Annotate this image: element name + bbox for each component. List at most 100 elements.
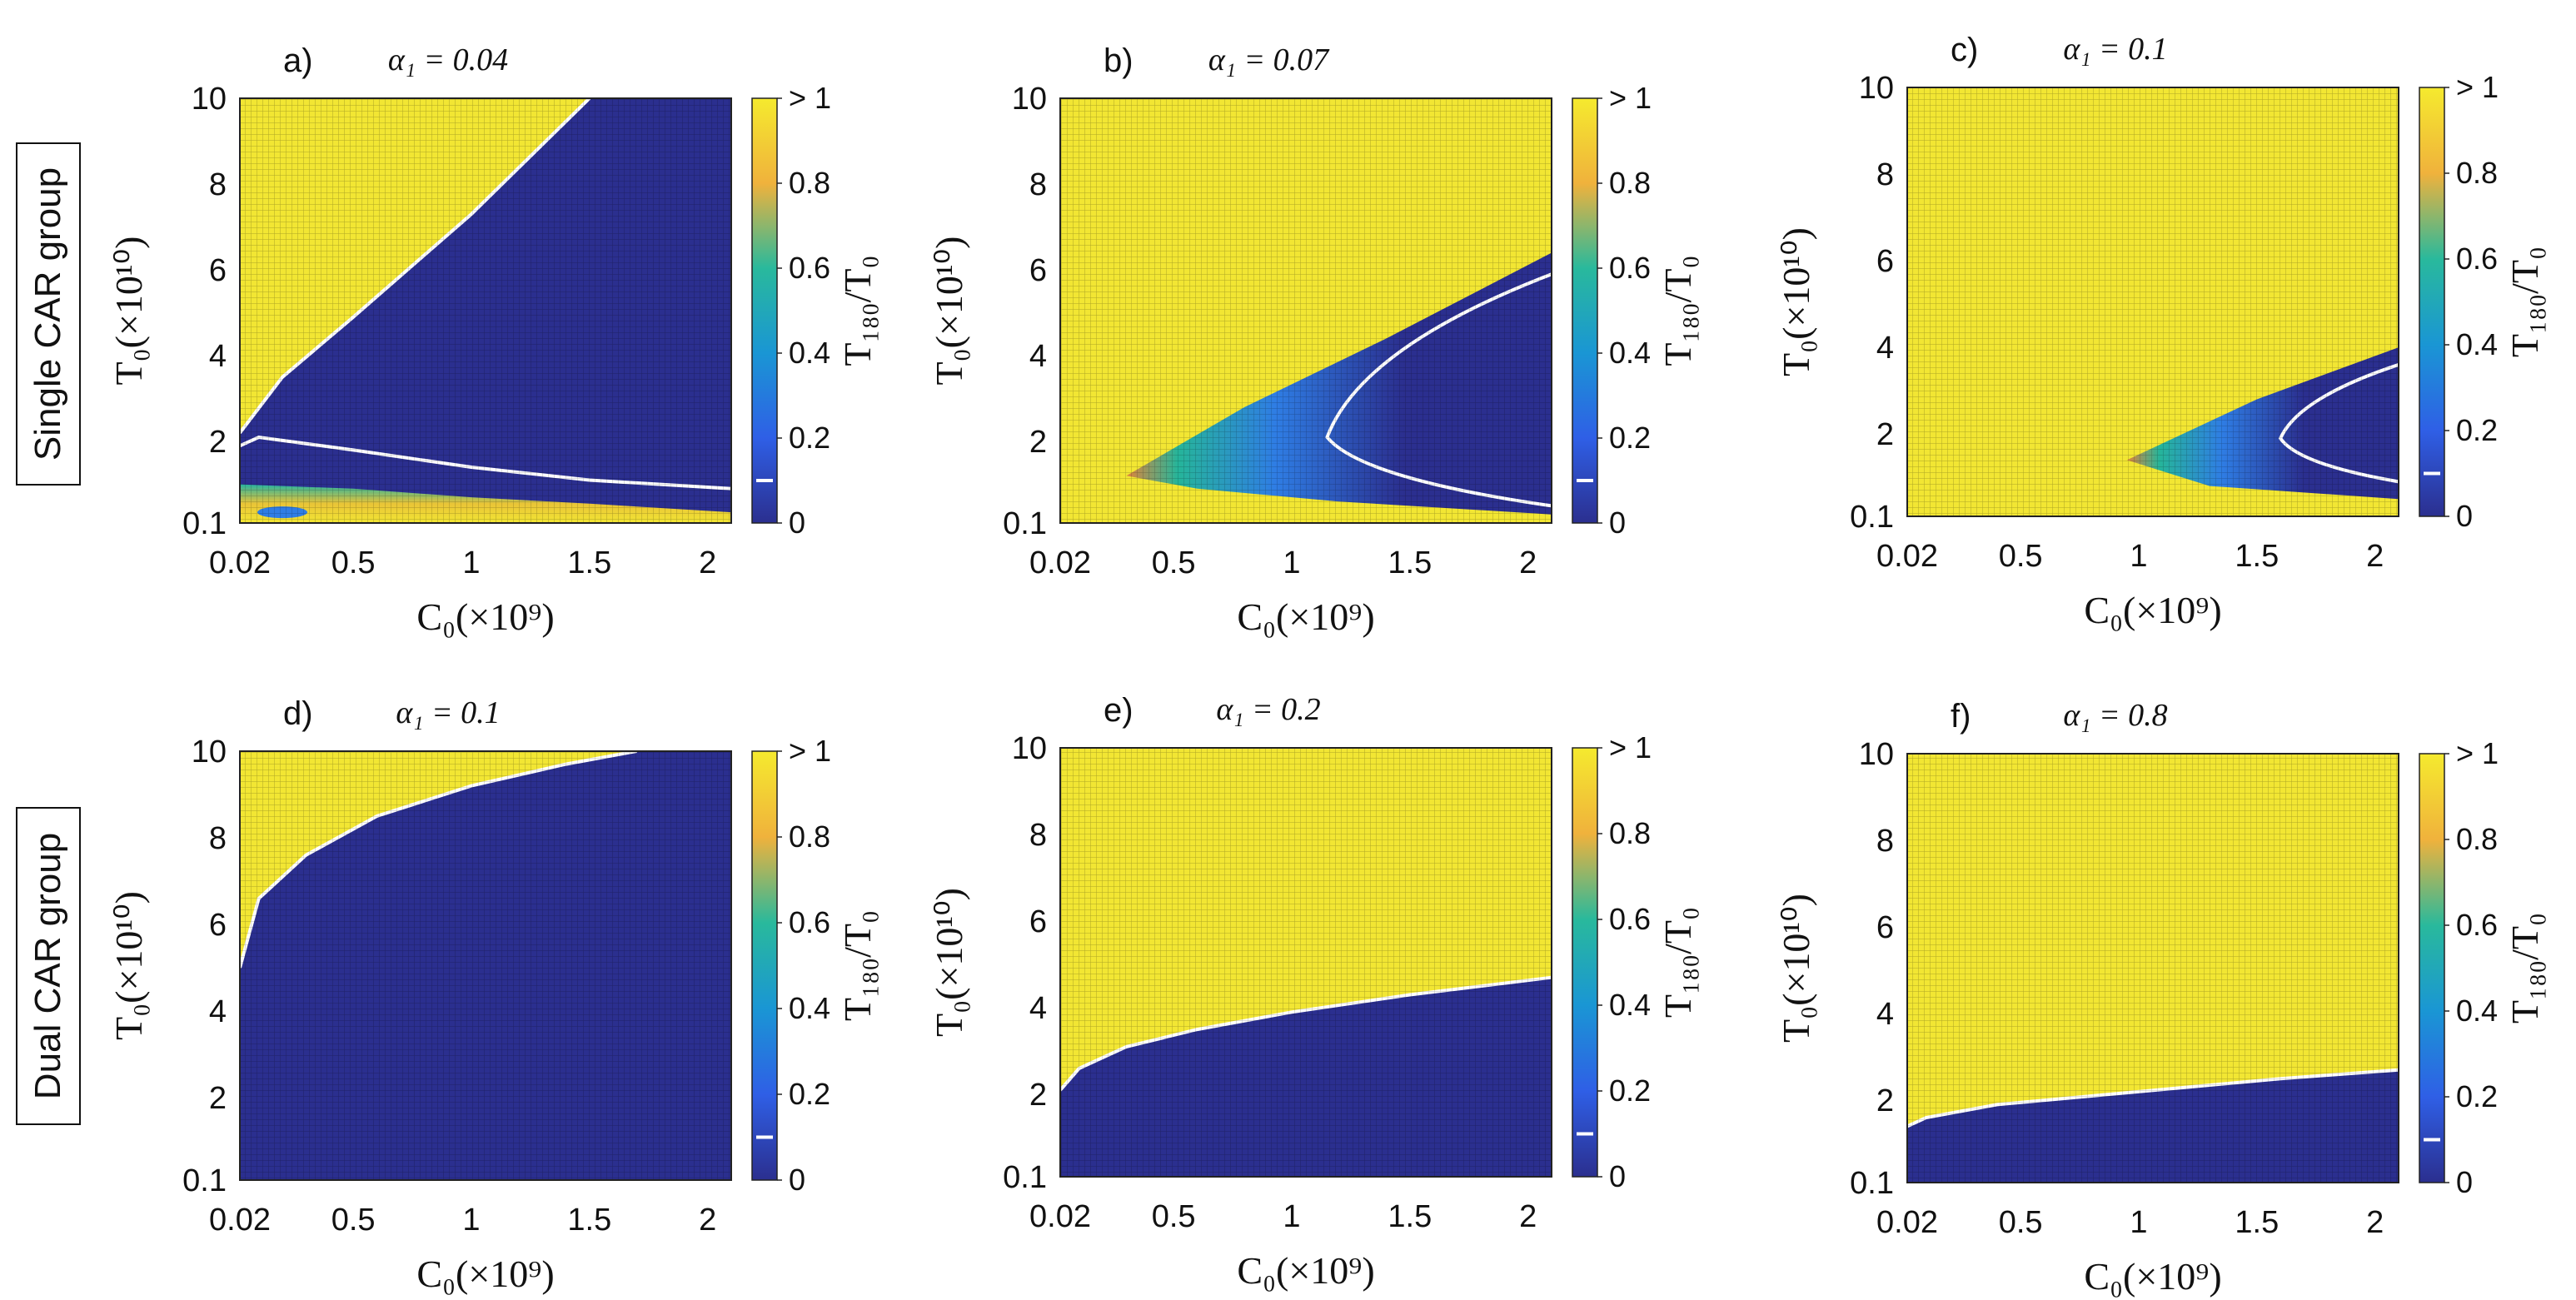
- panel-label: e): [1104, 692, 1134, 729]
- y-tick-label: 8: [1029, 167, 1047, 202]
- y-tick-label: 10: [1859, 737, 1894, 772]
- y-tick-label: 8: [1876, 824, 1894, 859]
- panel-label: f): [1951, 698, 1971, 735]
- colorbar-marker: [2424, 1138, 2440, 1142]
- colorbar-tick-label: 0: [1609, 1159, 1626, 1193]
- colorbar-tick-label: > 1: [789, 734, 831, 768]
- y-tick-label: 0.1: [182, 1163, 227, 1198]
- panel-title: α₁ = 0.2: [1216, 692, 1320, 727]
- y-tick-label: 8: [1029, 818, 1047, 853]
- x-axis-label: C₀(×10⁹): [1237, 595, 1374, 638]
- y-axis-label: T₀(×10¹⁰): [928, 888, 970, 1037]
- colorbar-label: T₁₈₀/T₀: [1657, 907, 1699, 1018]
- x-axis-label: C₀(×10⁹): [416, 1253, 554, 1295]
- colorbar-label: T₁₈₀/T₀: [1657, 255, 1699, 366]
- y-tick-label: 6: [1876, 910, 1894, 945]
- colorbar-marker: [2424, 471, 2440, 476]
- y-tick-label: 10: [1012, 731, 1047, 766]
- heatmap-grid: [240, 98, 731, 523]
- colorbar-tick-label: 0.6: [1609, 902, 1651, 936]
- colorbar-marker: [1577, 479, 1593, 482]
- plot-frame: [239, 97, 732, 524]
- panel-title: α₁ = 0.1: [396, 695, 500, 730]
- y-axis-label: T₀(×10¹⁰): [107, 891, 150, 1040]
- colorbar-tick-label: 0.8: [1609, 166, 1651, 200]
- colorbar-tick-label: 0: [2456, 1165, 2473, 1199]
- colorbar-tick-label: 0.8: [789, 166, 830, 200]
- colorbar-tick-label: 0.4: [2456, 994, 2498, 1028]
- colorbar-tick-label: 0.8: [2456, 156, 2498, 190]
- panel-e: 0.02 0.5 1 1.5 2 0.1 2 4 6 8 10 C₀(×10⁹) T₀(×10¹⁰) e)…: [928, 692, 1699, 1292]
- colorbar-tick-label: > 1: [1609, 730, 1652, 765]
- heatmap-grid: [240, 751, 731, 1180]
- colorbar-marker: [1577, 1132, 1593, 1136]
- x-tick-label: 0.02: [209, 545, 271, 580]
- y-tick-label: 6: [1029, 253, 1047, 288]
- colorbar-label: T₁₈₀/T₀: [836, 910, 879, 1021]
- x-tick-label: 1: [1283, 545, 1300, 580]
- panel-title: α₁ = 0.1: [2063, 32, 2167, 67]
- x-tick-label: 1: [2130, 539, 2147, 574]
- panel-d: 0.02 0.5 1 1.5 2 0.1 2 4 6 8 10 C₀(×10⁹) T₀(×10¹⁰) d)…: [107, 695, 879, 1295]
- heatmap-grid: [1060, 98, 1552, 523]
- row-label-single-text: Single CAR group: [27, 167, 68, 461]
- colorbar-tick-label: 0.6: [1609, 251, 1651, 285]
- x-tick-label: 1.5: [567, 1203, 611, 1238]
- y-tick-label: 6: [209, 908, 227, 943]
- x-tick-label: 0.02: [209, 1203, 271, 1238]
- y-tick-label: 0.1: [1003, 506, 1047, 541]
- x-axis-label: C₀(×10⁹): [2084, 589, 2221, 631]
- y-tick-label: 10: [1859, 71, 1894, 106]
- row-label-single: Single CAR group: [16, 142, 81, 486]
- colorbar-tick-label: 0.6: [789, 905, 830, 939]
- x-tick-label: 0.5: [1999, 1205, 2043, 1240]
- y-tick-label: 2: [209, 1081, 227, 1116]
- x-tick-label: 2: [2366, 539, 2384, 574]
- panel-a: 0.02 0.5 1 1.5 2 0.1 2 4 6 8 10 C₀(×10⁹) T₀(×10¹⁰) a)…: [107, 42, 879, 638]
- x-axis-label: C₀(×10⁹): [1237, 1249, 1374, 1292]
- y-tick-label: 10: [192, 735, 227, 770]
- colorbar-tick-label: 0: [2456, 499, 2473, 533]
- x-tick-label: 2: [2366, 1205, 2384, 1240]
- x-tick-label: 1: [2130, 1205, 2147, 1240]
- colorbar-label: T₁₈₀/T₀: [836, 255, 879, 366]
- x-tick-label: 2: [699, 545, 716, 580]
- panel-title: α₁ = 0.07: [1208, 42, 1330, 77]
- y-tick-label: 6: [1029, 904, 1047, 939]
- y-tick-label: 0.1: [1850, 1166, 1894, 1201]
- x-tick-label: 0.5: [1152, 1199, 1196, 1234]
- heatmap-grid: [1907, 754, 2399, 1183]
- colorbar-tick-label: 0: [1609, 506, 1626, 540]
- x-tick-label: 0.02: [1876, 1205, 1938, 1240]
- y-tick-label: 4: [1876, 997, 1894, 1032]
- panel-title: α₁ = 0.8: [2063, 698, 2167, 733]
- y-tick-label: 2: [209, 425, 227, 460]
- colorbar-tick-label: 0.4: [789, 336, 830, 370]
- heatmap-grid: [1907, 87, 2399, 516]
- colorbar-tick-label: > 1: [1609, 81, 1652, 115]
- colorbar-tick-label: 0.8: [2456, 822, 2498, 856]
- colorbar-tick-label: > 1: [789, 81, 831, 115]
- y-tick-label: 4: [209, 994, 227, 1029]
- panel-f: 0.02 0.5 1 1.5 2 0.1 2 4 6 8 10 C₀(×10⁹) T₀(×10¹⁰) f)…: [1775, 698, 2546, 1298]
- colorbar-tick-label: 0.2: [789, 1077, 830, 1111]
- y-tick-label: 10: [192, 82, 227, 117]
- x-tick-label: 0.02: [1029, 545, 1091, 580]
- x-tick-label: 2: [1519, 1199, 1537, 1234]
- x-axis-label: C₀(×10⁹): [416, 595, 554, 638]
- colorbar-tick-label: 0.6: [2456, 908, 2498, 942]
- colorbar-tick-label: 0.8: [789, 819, 830, 854]
- colorbar: [751, 97, 778, 524]
- x-tick-label: 0.5: [331, 1203, 376, 1238]
- x-tick-label: 1: [462, 545, 480, 580]
- colorbar-tick-label: 0.6: [789, 251, 830, 285]
- panel-label: c): [1951, 32, 1978, 68]
- colorbar-label: T₁₈₀/T₀: [2504, 913, 2546, 1024]
- y-tick-label: 6: [209, 253, 227, 288]
- y-axis-label: T₀(×10¹⁰): [1775, 894, 1817, 1043]
- colorbar-tick-label: 0.2: [1609, 421, 1651, 455]
- row-label-dual: Dual CAR group: [16, 807, 81, 1125]
- colorbar-tick-label: 0: [789, 506, 805, 540]
- colorbar-marker: [756, 479, 773, 482]
